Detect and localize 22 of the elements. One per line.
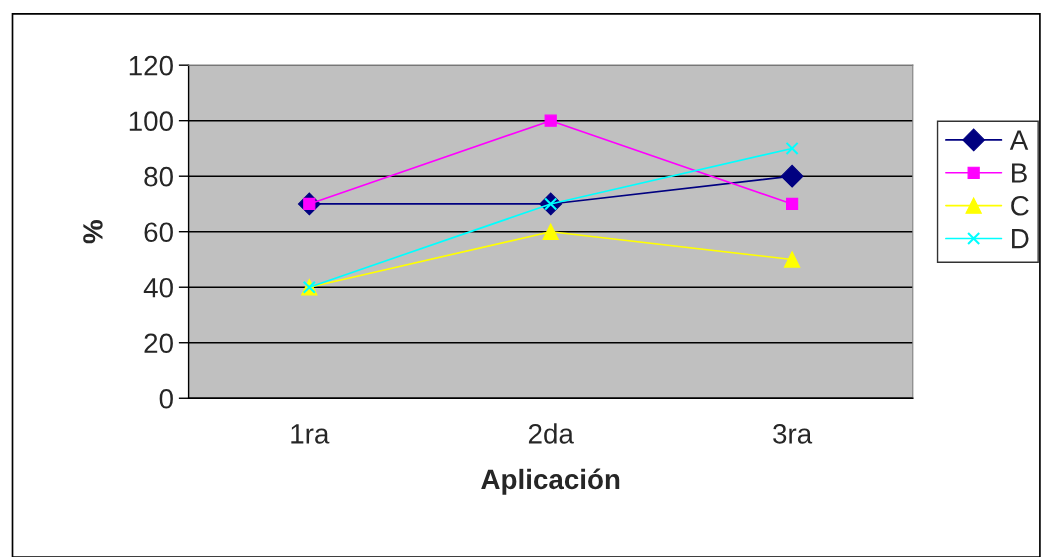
x-tick-label: 1ra xyxy=(291,424,330,444)
y-tick-label: 0 xyxy=(159,388,173,409)
legend-label: C xyxy=(1011,195,1029,216)
y-tick-label: 60 xyxy=(144,222,173,243)
legend-label: A xyxy=(1009,130,1029,150)
y-tick-label: 20 xyxy=(144,333,173,354)
y-axis-title: % xyxy=(83,220,103,244)
point xyxy=(785,141,799,156)
point xyxy=(780,164,804,188)
point xyxy=(544,114,557,127)
y-tick-label: 100 xyxy=(129,111,173,132)
x-axis-title: Aplicación xyxy=(481,468,620,495)
x-tick-label: 2da xyxy=(528,423,574,444)
y-tick-label: 40 xyxy=(143,277,173,298)
point xyxy=(542,223,559,240)
y-tick-label: 80 xyxy=(144,166,173,187)
point xyxy=(783,251,801,268)
legend-label: B xyxy=(1012,163,1027,183)
y-tick-label: 120 xyxy=(129,55,173,76)
x-tick-label: 3ra xyxy=(773,423,813,444)
legend-label: D xyxy=(1012,229,1029,249)
point xyxy=(785,197,799,211)
